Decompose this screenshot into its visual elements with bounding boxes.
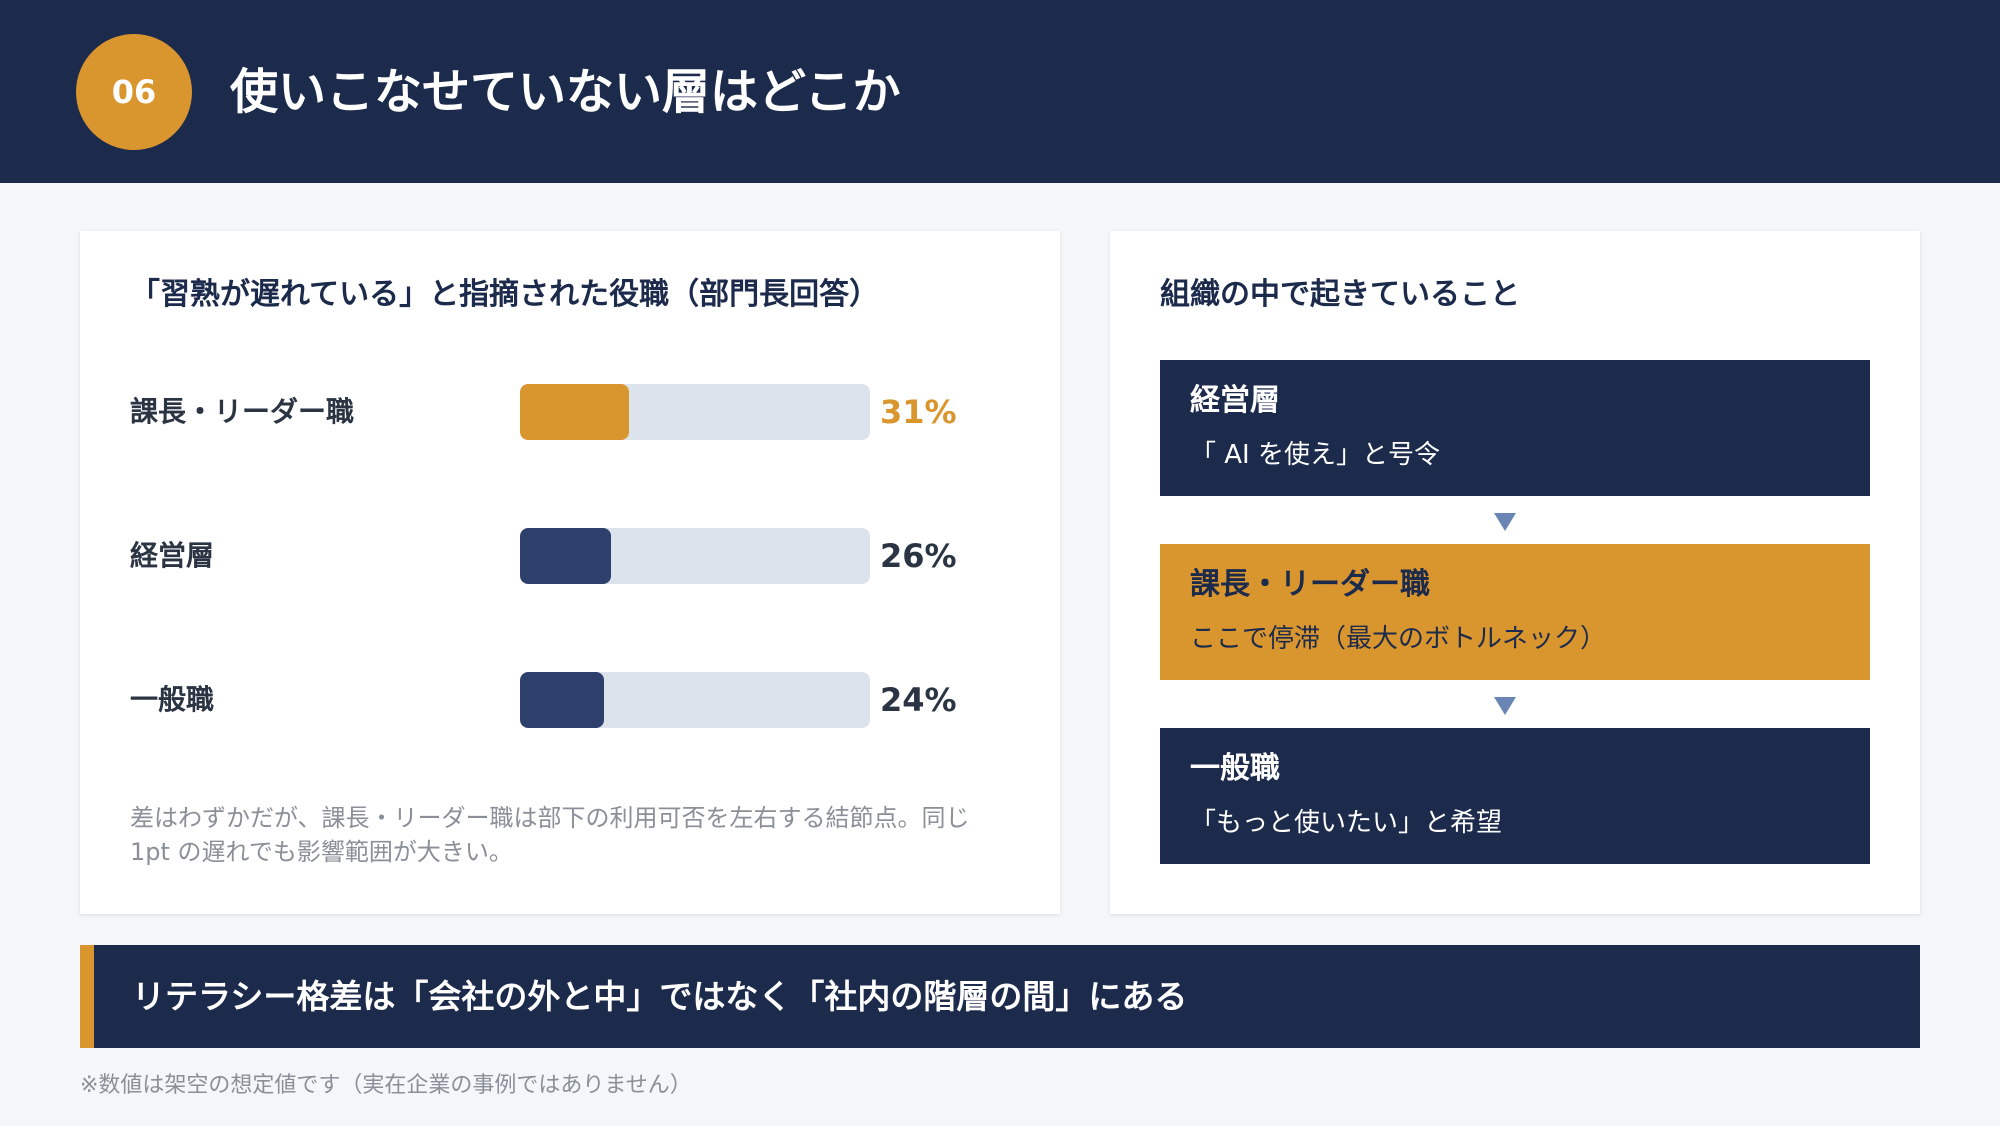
chart-title: 「習熟が遅れている」と指摘された役職（部門長回答）	[130, 277, 880, 312]
triangle-down-icon	[1494, 697, 1516, 715]
flow-box-staff: 一般職 「もっと使いたい」と希望	[1160, 728, 1870, 864]
bar-track-manager	[520, 384, 870, 440]
flow-text-executive: 「 AI を使え」と号令	[1190, 440, 1440, 470]
triangle-down-icon	[1494, 513, 1516, 531]
bar-staff	[520, 672, 604, 728]
flow-heading-executive: 経営層	[1190, 383, 1280, 418]
bar-value-staff: 24%	[880, 681, 957, 719]
flow-box-executive: 経営層 「 AI を使え」と号令	[1160, 360, 1870, 496]
bar-label-staff: 一般職	[130, 683, 215, 716]
flow-box-manager: 課長・リーダー職 ここで停滞（最大のボトルネック）	[1160, 544, 1870, 680]
flow-card: 組織の中で起きていること 経営層 「 AI を使え」と号令 課長・リーダー職 こ…	[1110, 231, 1920, 914]
flow-text-manager: ここで停滞（最大のボトルネック）	[1190, 624, 1607, 654]
bar-label-manager: 課長・リーダー職	[130, 395, 355, 428]
bar-value-executive: 26%	[880, 537, 957, 575]
header-bar: 06 使いこなせていない層はどこか	[0, 0, 2000, 183]
chart-note: 差はわずかだが、課長・リーダー職は部下の利用可否を左右する結節点。同じ 1pt …	[130, 804, 970, 866]
banner-text: リテラシー格差は「会社の外と中」ではなく「社内の階層の間」にある	[132, 977, 1188, 1016]
bar-label-executive: 経営層	[130, 539, 215, 572]
flow-heading-staff: 一般職	[1190, 751, 1280, 786]
section-number-badge: 06	[76, 34, 192, 150]
bar-value-manager: 31%	[880, 393, 957, 431]
bar-manager	[520, 384, 629, 440]
bar-track-staff	[520, 672, 870, 728]
footnote: ※数値は架空の想定値です（実在企業の事例ではありません）	[80, 1073, 692, 1098]
flow-heading-manager: 課長・リーダー職	[1190, 567, 1430, 602]
chart-card: 「習熟が遅れている」と指摘された役職（部門長回答） 課長・リーダー職 31% 経…	[80, 231, 1060, 914]
bar-executive	[520, 528, 611, 584]
flow-text-staff: 「もっと使いたい」と希望	[1190, 808, 1503, 838]
flow-title: 組織の中で起きていること	[1160, 277, 1520, 312]
conclusion-banner: リテラシー格差は「会社の外と中」ではなく「社内の階層の間」にある	[80, 945, 1920, 1048]
banner-accent-stripe	[80, 945, 94, 1048]
page-title: 使いこなせていない層はどこか	[230, 64, 901, 120]
bar-track-executive	[520, 528, 870, 584]
